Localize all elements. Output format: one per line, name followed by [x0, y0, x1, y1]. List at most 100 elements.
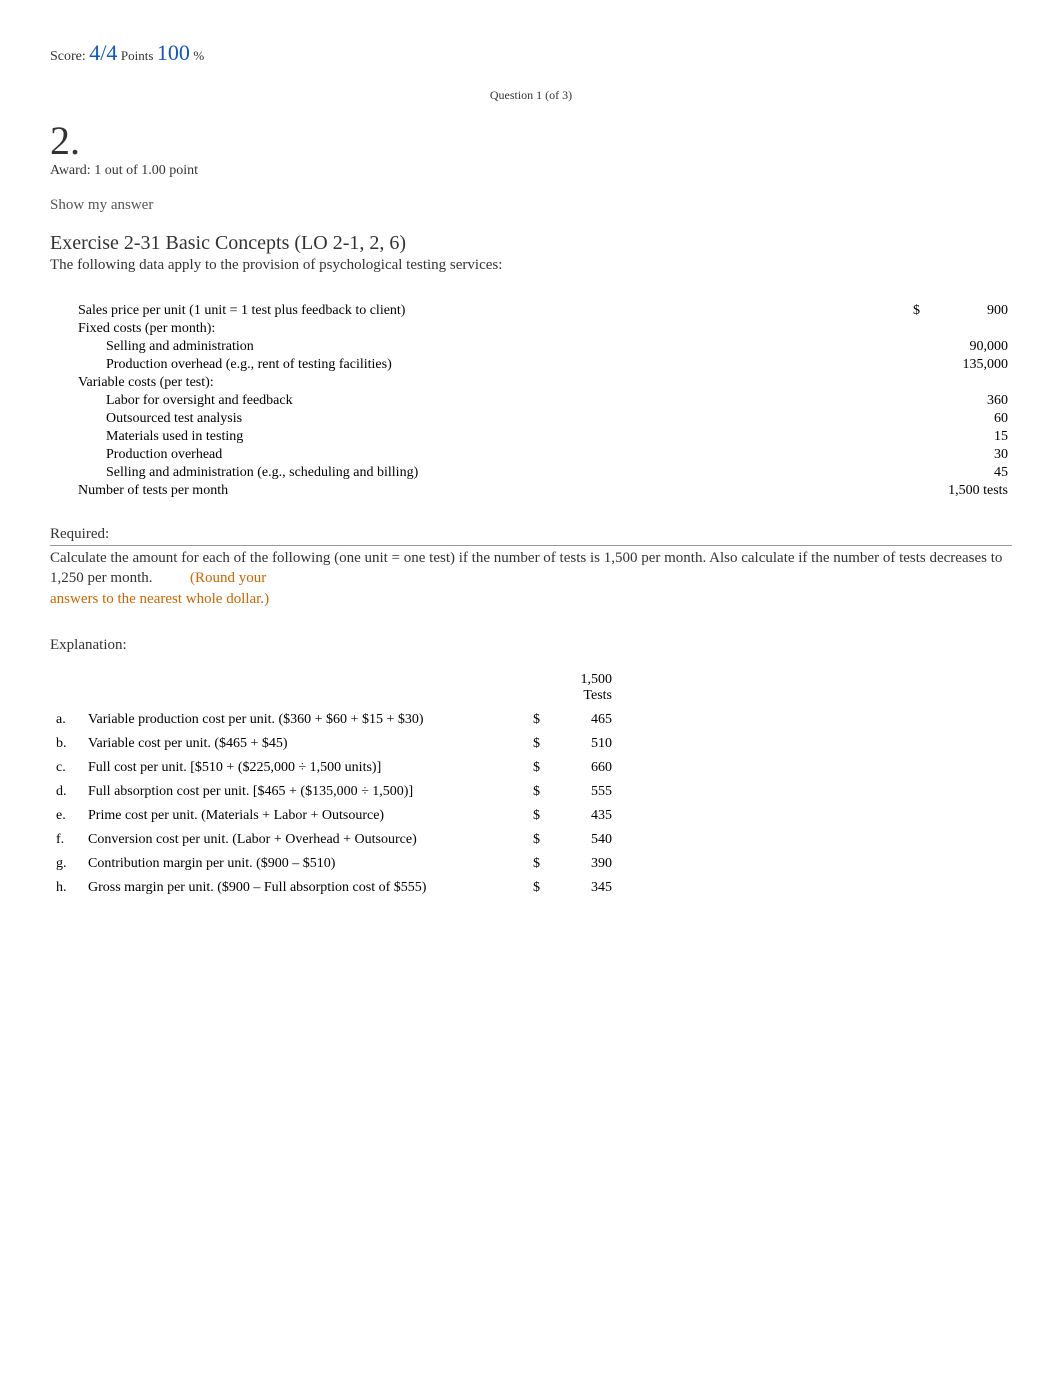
required-heading: Required:: [50, 526, 1012, 543]
data-row-currency: $: [896, 302, 924, 320]
data-row-currency: [896, 338, 924, 356]
explanation-row-currency: $: [514, 708, 546, 732]
explanation-row-desc: Prime cost per unit. (Materials + Labor …: [82, 804, 514, 828]
explanation-row-currency: $: [514, 876, 546, 900]
explanation-row-letter: g.: [50, 852, 82, 876]
data-row-currency: [896, 320, 924, 338]
score-percent: 100: [157, 40, 190, 65]
explanation-row-value: 510: [546, 732, 618, 756]
explanation-row-currency: $: [514, 804, 546, 828]
data-row: Materials used in testing 15: [50, 428, 1012, 446]
data-table: Sales price per unit (1 unit = 1 test pl…: [50, 302, 1012, 500]
explanation-table: 1,500 Tests a.Variable production cost p…: [50, 668, 618, 900]
explanation-row-desc: Full cost per unit. [$510 + ($225,000 ÷ …: [82, 756, 514, 780]
explanation-row: b.Variable cost per unit. ($465 + $45)$5…: [50, 732, 618, 756]
question-header: Question 1 (of 3): [50, 88, 1012, 103]
explanation-heading: Explanation:: [50, 637, 1012, 654]
data-row-currency: [896, 374, 924, 392]
explanation-row-value: 540: [546, 828, 618, 852]
explanation-row-currency: $: [514, 732, 546, 756]
data-row-currency: [896, 428, 924, 446]
data-row: Fixed costs (per month):: [50, 320, 1012, 338]
explanation-row: a.Variable production cost per unit. ($3…: [50, 708, 618, 732]
data-row: Variable costs (per test):: [50, 374, 1012, 392]
data-row-label: Outsourced test analysis: [50, 410, 896, 428]
score-line: Score: 4/4 Points 100 %: [50, 40, 1012, 66]
explanation-row-desc: Conversion cost per unit. (Labor + Overh…: [82, 828, 514, 852]
data-row-label: Selling and administration (e.g., schedu…: [50, 464, 896, 482]
explanation-row: g.Contribution margin per unit. ($900 – …: [50, 852, 618, 876]
data-row: Selling and administration 90,000: [50, 338, 1012, 356]
data-row-label: Materials used in testing: [50, 428, 896, 446]
data-row-label: Labor for oversight and feedback: [50, 392, 896, 410]
explanation-row-letter: f.: [50, 828, 82, 852]
data-row: Sales price per unit (1 unit = 1 test pl…: [50, 302, 1012, 320]
round-note-b: answers to the nearest whole dollar.): [50, 591, 269, 607]
data-row-value: 1,500 tests: [924, 482, 1012, 500]
data-row-currency: [896, 356, 924, 374]
data-row-value: [924, 374, 1012, 392]
explanation-row-currency: $: [514, 852, 546, 876]
data-row: Outsourced test analysis 60: [50, 410, 1012, 428]
round-note-a: (Round your: [190, 570, 266, 586]
score-points-label: Points: [121, 48, 154, 63]
explanation-row: f.Conversion cost per unit. (Labor + Ove…: [50, 828, 618, 852]
data-row-label: Production overhead (e.g., rent of testi…: [50, 356, 896, 374]
data-row-label: Fixed costs (per month):: [50, 320, 896, 338]
explanation-row-value: 465: [546, 708, 618, 732]
exercise-title: Exercise 2-31 Basic Concepts (LO 2-1, 2,…: [50, 232, 1012, 255]
data-row-value: 90,000: [924, 338, 1012, 356]
explanation-row-currency: $: [514, 828, 546, 852]
data-row-label: Sales price per unit (1 unit = 1 test pl…: [50, 302, 896, 320]
data-row-value: 60: [924, 410, 1012, 428]
explanation-col-header: 1,500 Tests: [546, 668, 618, 708]
explanation-row-letter: b.: [50, 732, 82, 756]
data-row: Production overhead (e.g., rent of testi…: [50, 356, 1012, 374]
data-row-value: 45: [924, 464, 1012, 482]
data-row: Selling and administration (e.g., schedu…: [50, 464, 1012, 482]
explanation-row-desc: Contribution margin per unit. ($900 – $5…: [82, 852, 514, 876]
award-line: Award: 1 out of 1.00 point: [50, 163, 1012, 179]
explanation-row-currency: $: [514, 780, 546, 804]
required-body: Calculate the amount for each of the fol…: [50, 548, 1012, 609]
explanation-row-letter: c.: [50, 756, 82, 780]
data-row-value: 15: [924, 428, 1012, 446]
explanation-row-value: 555: [546, 780, 618, 804]
explanation-row: e.Prime cost per unit. (Materials + Labo…: [50, 804, 618, 828]
show-my-answer-link[interactable]: Show my answer: [50, 197, 1012, 214]
explanation-row: d.Full absorption cost per unit. [$465 +…: [50, 780, 618, 804]
explanation-row: c.Full cost per unit. [$510 + ($225,000 …: [50, 756, 618, 780]
data-row-label: Selling and administration: [50, 338, 896, 356]
data-row-currency: [896, 392, 924, 410]
explanation-row-value: 660: [546, 756, 618, 780]
data-row-currency: [896, 446, 924, 464]
data-row-value: 30: [924, 446, 1012, 464]
explanation-row-desc: Variable production cost per unit. ($360…: [82, 708, 514, 732]
divider: [50, 545, 1012, 546]
explanation-row-letter: a.: [50, 708, 82, 732]
data-row-value: 135,000: [924, 356, 1012, 374]
explanation-row: h.Gross margin per unit. ($900 – Full ab…: [50, 876, 618, 900]
explanation-row-currency: $: [514, 756, 546, 780]
data-row-currency: [896, 482, 924, 500]
data-row-label: Production overhead: [50, 446, 896, 464]
explanation-row-value: 435: [546, 804, 618, 828]
explanation-row-desc: Full absorption cost per unit. [$465 + (…: [82, 780, 514, 804]
data-row-currency: [896, 410, 924, 428]
exercise-subtitle: The following data apply to the provisio…: [50, 257, 1012, 274]
score-percent-label: %: [193, 48, 204, 63]
explanation-row-desc: Gross margin per unit. ($900 – Full abso…: [82, 876, 514, 900]
data-row-currency: [896, 464, 924, 482]
score-label: Score:: [50, 49, 86, 64]
data-row-label: Number of tests per month: [50, 482, 896, 500]
explanation-row-letter: d.: [50, 780, 82, 804]
explanation-row-desc: Variable cost per unit. ($465 + $45): [82, 732, 514, 756]
score-fraction: 4/4: [89, 40, 117, 65]
explanation-row-value: 390: [546, 852, 618, 876]
explanation-row-value: 345: [546, 876, 618, 900]
data-row-label: Variable costs (per test):: [50, 374, 896, 392]
data-row: Labor for oversight and feedback 360: [50, 392, 1012, 410]
data-row: Number of tests per month 1,500 tests: [50, 482, 1012, 500]
data-row: Production overhead 30: [50, 446, 1012, 464]
data-row-value: 360: [924, 392, 1012, 410]
